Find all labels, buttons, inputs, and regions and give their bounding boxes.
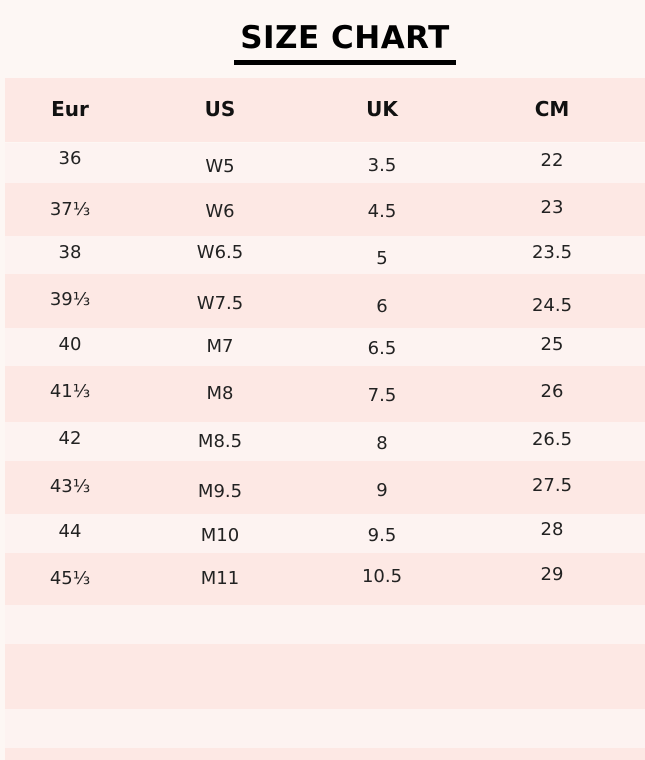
- table-cell: 9.5: [367, 524, 397, 546]
- table-cell: 4.5: [367, 200, 397, 222]
- empty-row: [5, 644, 645, 709]
- column-header: CM: [534, 97, 570, 121]
- table-cell: 5: [376, 248, 388, 269]
- table-cell: 41⅓: [49, 381, 91, 402]
- title: SIZE CHART: [240, 20, 450, 56]
- column-header: Eur: [51, 97, 89, 121]
- table-row: [5, 422, 645, 461]
- table-cell: W6.5: [196, 242, 244, 263]
- table-cell: W7.5: [196, 293, 244, 314]
- table-cell: 45⅓: [49, 568, 91, 589]
- table-cell: 44: [58, 520, 82, 542]
- table-cell: M10: [200, 524, 240, 546]
- column-header: UK: [366, 97, 398, 121]
- table-row: [5, 274, 645, 328]
- table-cell: 6: [376, 296, 388, 317]
- table-cell: 25: [540, 334, 564, 355]
- table-cell: 9: [376, 479, 388, 501]
- table-row: [5, 514, 645, 553]
- table-row: [5, 143, 645, 183]
- table-cell: 36: [58, 148, 82, 169]
- table-cell: 40: [58, 334, 82, 355]
- table-cell: W5: [205, 156, 235, 177]
- table-row: [5, 328, 645, 366]
- column-header: US: [204, 97, 236, 121]
- empty-row: [5, 748, 645, 760]
- table-row: [5, 183, 645, 236]
- table-cell: 27.5: [531, 474, 573, 496]
- table-cell: 23.5: [531, 242, 573, 263]
- table-cell: M9.5: [197, 480, 243, 502]
- table-cell: 29: [540, 564, 564, 585]
- table-row: [5, 553, 645, 605]
- table-cell: 43⅓: [49, 475, 91, 497]
- table-cell: 26.5: [531, 428, 573, 450]
- table-cell: 39⅓: [49, 289, 91, 310]
- table-cell: 38: [58, 242, 82, 263]
- title-underline: [234, 60, 456, 65]
- table-row: [5, 461, 645, 514]
- table-cell: M8.5: [197, 430, 243, 452]
- table-cell: 23: [540, 196, 564, 218]
- header-row: [5, 78, 645, 142]
- table-cell: 3.5: [367, 155, 397, 176]
- table-cell: 37⅓: [49, 198, 91, 220]
- table-cell: 6.5: [367, 338, 397, 359]
- table-cell: 7.5: [367, 385, 397, 406]
- table-cell: 22: [540, 150, 564, 171]
- table-cell: 8: [376, 432, 388, 454]
- table-cell: M8: [206, 383, 234, 404]
- table-cell: W6: [205, 200, 235, 222]
- table-cell: M11: [200, 568, 240, 589]
- table-cell: M7: [206, 336, 234, 357]
- empty-row: [5, 605, 645, 644]
- table-cell: 42: [58, 427, 82, 449]
- empty-row: [5, 709, 645, 748]
- table-cell: 24.5: [531, 295, 573, 316]
- table-cell: 28: [540, 518, 564, 540]
- table-cell: 26: [540, 381, 564, 402]
- table-row: [5, 236, 645, 274]
- table-cell: 10.5: [361, 566, 403, 587]
- table-row: [5, 366, 645, 422]
